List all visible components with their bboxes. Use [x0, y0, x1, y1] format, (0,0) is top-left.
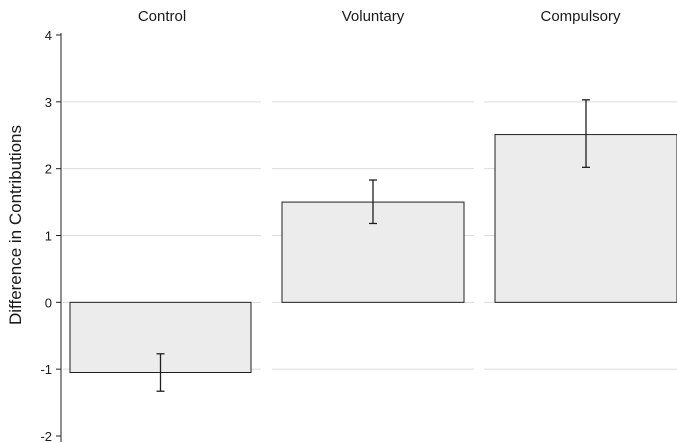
- y-axis-title: Difference in Contributions: [6, 125, 25, 325]
- y-axis: 4 3 2 1 0 -1 -2: [40, 28, 62, 443]
- bars: [69, 134, 677, 374]
- y-tick-label: 2: [45, 162, 52, 177]
- y-tick-label: -2: [40, 429, 52, 443]
- panel-titles: Control Voluntary Compulsory: [138, 8, 621, 25]
- panel-title-voluntary: Voluntary: [342, 8, 405, 25]
- y-tick-label: -1: [40, 362, 52, 377]
- y-tick-label: 3: [45, 95, 52, 110]
- panel-title-compulsory: Compulsory: [540, 8, 621, 25]
- y-tick-label: 4: [45, 28, 52, 43]
- error-bars: [156, 99, 590, 392]
- panel-title-control: Control: [138, 8, 186, 25]
- y-tick-label: 0: [45, 295, 52, 310]
- y-tick-label: 1: [45, 229, 52, 244]
